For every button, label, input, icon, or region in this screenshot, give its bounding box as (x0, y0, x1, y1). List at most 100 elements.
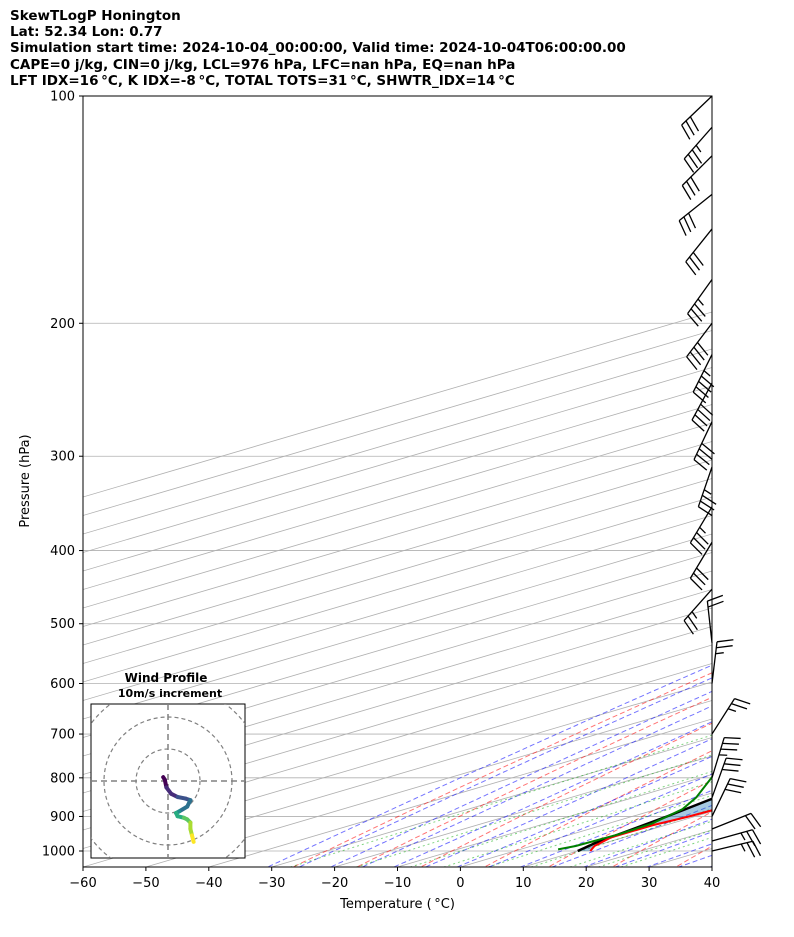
chart-header: SkewTLogP Honington Lat: 52.34 Lon: 0.77… (10, 8, 626, 89)
wind-barb (706, 594, 724, 643)
x-tick-label: 40 (704, 876, 721, 891)
y-tick-label: 900 (50, 810, 75, 825)
mixing-ratio-line (596, 829, 712, 867)
profile-lines (557, 775, 712, 853)
moist-adiabat (582, 818, 712, 867)
time-line: Simulation start time: 2024-10-04_00:00:… (10, 40, 626, 57)
y-tick-label: 400 (50, 544, 75, 559)
mixing-ratio-lines (288, 734, 712, 867)
wind-barb (685, 228, 713, 276)
x-tick-label: 0 (456, 876, 464, 891)
isotherm (711, 866, 712, 867)
moist-adiabat (298, 677, 712, 867)
wind-barb (711, 777, 747, 817)
dry-adiabat (419, 722, 712, 867)
mixing-ratio-line (568, 820, 712, 867)
wind-barb (711, 639, 734, 684)
isotherm (83, 459, 712, 646)
x-tick-label: 20 (578, 876, 595, 891)
hodograph-title: Wind Profile (125, 671, 208, 685)
y-tick-label: 100 (50, 90, 75, 105)
isotherm (83, 681, 712, 867)
wind-barb (681, 95, 713, 140)
mixing-ratio-line (486, 794, 712, 867)
hodograph-plot (91, 704, 245, 858)
x-tick-label: 30 (641, 876, 658, 891)
isotherm (83, 422, 712, 609)
temperature-line (589, 809, 712, 852)
mixing-ratio-line (354, 754, 712, 867)
moist-adiabat (487, 773, 712, 867)
x-tick-label: 10 (515, 876, 532, 891)
moist-adiabat (519, 789, 712, 867)
y-tick-label: 500 (50, 617, 75, 632)
wind-barb (687, 279, 713, 327)
hodograph-segment (190, 833, 196, 844)
y-axis-ticks: 100 200 300 400 500 600 700 800 900 1000 (42, 90, 83, 860)
moist-adiabat (614, 831, 712, 867)
dewpoint-line (557, 775, 712, 851)
isotherm (334, 755, 712, 867)
wind-barb (683, 126, 713, 173)
hodograph-inset: Wind Profile 10m/s increment (90, 671, 246, 859)
dry-adiabats (292, 79, 794, 870)
wind-barb (711, 829, 762, 846)
isotherm (271, 737, 712, 867)
instability-line: CAPE=0 j/kg, CIN=0 j/kg, LCL=976 hPa, LF… (10, 56, 516, 73)
dry-adiabat (483, 750, 712, 867)
wind-barb (686, 322, 713, 371)
wind-barbs (678, 95, 762, 858)
moist-adiabat (708, 865, 712, 867)
mixing-ratio-line (442, 781, 712, 867)
location-line: Lat: 52.34 Lon: 0.77 (10, 24, 163, 41)
wind-barb (683, 588, 713, 635)
moist-adiabats (266, 664, 712, 867)
isotherm (83, 607, 712, 794)
isotherm (83, 441, 712, 627)
x-tick-label: −60 (69, 876, 96, 891)
dry-adiabat (355, 696, 712, 867)
wind-barb (711, 812, 762, 830)
x-tick-label: −50 (132, 876, 159, 891)
moist-adiabat (392, 721, 712, 867)
moist-adiabat (329, 690, 712, 867)
isotherm (83, 404, 712, 590)
moist-adiabat (424, 738, 712, 867)
x-tick-label: −10 (384, 876, 411, 891)
isotherm (208, 718, 712, 867)
x-tick-label: −20 (321, 876, 348, 891)
x-axis-ticks: −60 −50 −40 −30 −20 −10 0 10 20 30 40 (69, 867, 720, 891)
indices-line: LFT IDX=16 °C, K IDX=-8 °C, TOTAL TOTS=3… (10, 72, 515, 89)
isotherm (83, 644, 712, 831)
wind-barb (711, 736, 741, 779)
wind-barb (697, 466, 717, 517)
y-tick-label: 600 (50, 677, 75, 692)
dry-adiabat (292, 672, 712, 867)
isotherm (83, 330, 712, 516)
x-axis-label: Temperature ( °C) (339, 897, 455, 912)
wind-barb (678, 193, 713, 236)
wind-barb (681, 155, 713, 200)
y-tick-label: 200 (50, 317, 75, 332)
mixing-ratio-line (619, 836, 712, 867)
dry-adiabat (735, 79, 794, 870)
isotherm (83, 367, 712, 553)
dry-adiabat (547, 779, 712, 867)
isotherm (83, 478, 712, 664)
isotherm (648, 848, 712, 867)
dry-adiabat (611, 811, 712, 867)
isotherm (83, 311, 712, 498)
parcel-profile-line (577, 797, 712, 853)
isotherm (83, 348, 712, 535)
y-axis-label: Pressure (hPa) (18, 434, 33, 527)
wind-barb (689, 541, 713, 591)
chart-title: SkewTLogP Honington (10, 8, 181, 24)
isotherm (83, 385, 712, 572)
moist-adiabat (550, 804, 712, 867)
hodograph-subtitle: 10m/s increment (118, 687, 222, 700)
isotherm (460, 792, 712, 867)
y-tick-label: 1000 (42, 845, 75, 860)
isotherm (83, 663, 712, 849)
x-tick-label: −30 (258, 876, 285, 891)
